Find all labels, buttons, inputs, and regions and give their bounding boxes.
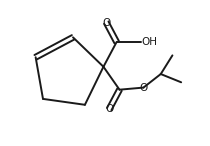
Text: O: O bbox=[102, 18, 110, 28]
Text: O: O bbox=[105, 104, 113, 114]
Text: OH: OH bbox=[142, 37, 158, 47]
Text: O: O bbox=[139, 83, 148, 93]
